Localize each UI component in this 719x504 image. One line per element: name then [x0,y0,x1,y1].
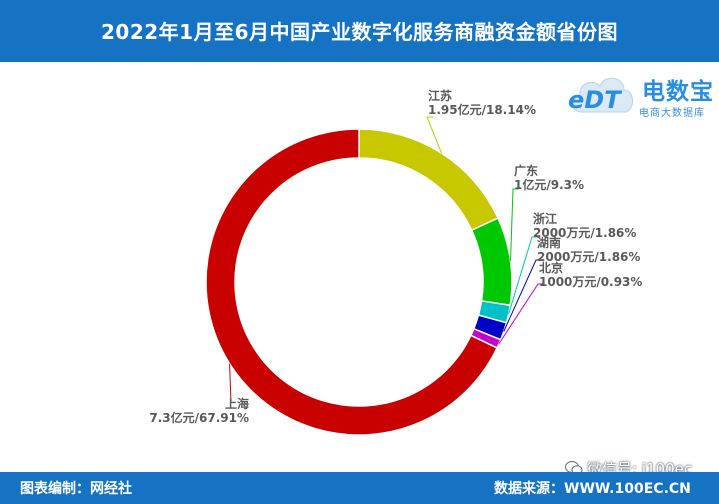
leader-line-江苏 [426,116,443,154]
slice-value-label: 1亿元/9.3% [514,177,584,192]
slice-广东 [470,217,513,307]
slice-name-label: 北京 [539,260,563,275]
footer-source: 数据来源：WWW.100EC.CN [494,481,691,497]
header-bar: 2022年1月至6月中国产业数字化服务商融资金额省份图 [0,0,719,62]
logo-sub-text: 电商大数据库 [639,108,705,119]
slice-value-label: 1.95亿元/18.14% [428,102,536,117]
leader-line-广东 [510,188,519,261]
slice-name-label: 广东 [514,163,538,178]
slice-value-label: 2000万元/1.86% [537,250,640,264]
slice-name-label: 湖南 [537,235,561,250]
chart-title: 2022年1月至6月中国产业数字化服务商融资金额省份图 [0,12,719,52]
slice-上海 [205,128,499,436]
slice-name-label: 浙江 [533,211,557,226]
slice-value-label: 7.3亿元/67.91% [149,410,249,425]
footer-author: 图表编制：网经社 [20,481,132,497]
logo-main-text: 电数宝 [642,79,714,105]
leader-line-北京 [498,283,544,345]
footer-bar: 图表编制：网经社 数据来源：WWW.100EC.CN [0,472,719,504]
leader-line-湖南 [503,259,542,332]
slice-value-label: 2000万元/1.86% [533,226,636,240]
leader-line-浙江 [508,236,538,315]
slice-name-label: 上海 [225,396,249,411]
donut-chart: 江苏1.95亿元/18.14%广东1亿元/9.3%浙江2000万元/1.86%湖… [149,88,642,436]
cloud-icon [572,77,633,113]
slice-name-label: 江苏 [428,88,452,103]
logo-edt-text: eDT [568,86,621,114]
slice-江苏 [358,128,500,232]
slice-value-label: 1000万元/0.93% [539,275,642,289]
brand-logo: eDT 电数宝 电商大数据库 [568,64,718,124]
leader-line-上海 [229,363,232,404]
